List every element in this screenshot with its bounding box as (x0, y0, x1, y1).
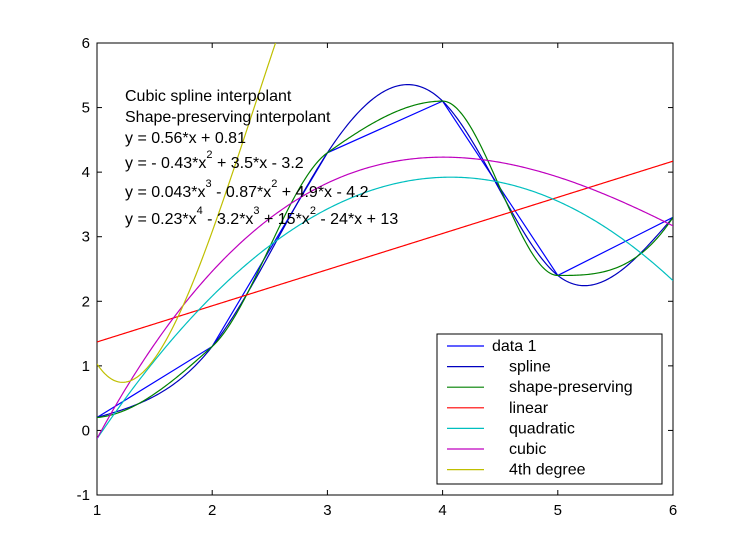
series-line-data-1 (97, 100, 673, 419)
annotation-shape-preserving-title: Shape-preserving interpolant (125, 109, 331, 126)
annotation-quadratic-equation: y = - 0.43*x2 + 3.5*x - 3.2 (125, 149, 304, 172)
x-tick-label: 2 (208, 502, 216, 519)
legend-label-4th-degree: 4th degree (509, 462, 586, 479)
legend-box (436, 333, 663, 485)
series-line-spline (97, 84, 673, 419)
x-tick-label: 4 (438, 502, 446, 519)
y-tick-label: 0 (82, 422, 90, 439)
y-tick-label: 5 (82, 100, 90, 117)
y-tick-label: -1 (77, 487, 90, 504)
series-lines (97, 43, 673, 440)
axis-ticks (96, 42, 674, 496)
axis-tick-labels: 1 2 3 4 5 6 -1 0 1 2 3 4 5 6 (77, 35, 678, 519)
series-line-cubic (97, 156, 673, 439)
series-line-shape-preserving (97, 100, 673, 419)
series-line-quadratic (97, 176, 673, 440)
y-tick-label: 6 (82, 35, 90, 52)
y-tick-label: 2 (82, 293, 90, 310)
x-tick-label: 5 (554, 502, 562, 519)
legend: data 1 spline shape-preserving linear quadra… (436, 333, 663, 485)
x-tick-label: 6 (669, 502, 677, 519)
annotation-spline-title: Cubic spline interpolant (125, 88, 292, 105)
y-tick-label: 1 (82, 358, 90, 375)
series-line-linear (97, 160, 673, 343)
legend-label-cubic: cubic (509, 441, 546, 458)
legend-label-data-1: data 1 (492, 338, 537, 355)
y-tick-label: 4 (82, 164, 90, 181)
legend-label-shape-preserving: shape-preserving (509, 379, 633, 396)
legend-label-linear: linear (509, 400, 549, 417)
annotation-4th-degree-equation: y = 0.23*x4 - 3.2*x3 + 15*x2 - 24*x + 13 (125, 205, 398, 228)
annotation-linear-equation: y = 0.56*x + 0.81 (125, 130, 246, 147)
y-tick-label: 3 (82, 229, 90, 246)
annotations: Cubic spline interpolant Shape-preservin… (125, 88, 398, 228)
series-line-4th-degree (97, 43, 277, 383)
x-tick-label: 3 (323, 502, 331, 519)
legend-label-spline: spline (509, 359, 551, 376)
x-tick-label: 1 (93, 502, 101, 519)
legend-label-quadratic: quadratic (509, 420, 575, 437)
annotation-cubic-equation: y = 0.043*x3 - 0.87*x2 + 4.9*x - 4.2 (125, 178, 369, 201)
